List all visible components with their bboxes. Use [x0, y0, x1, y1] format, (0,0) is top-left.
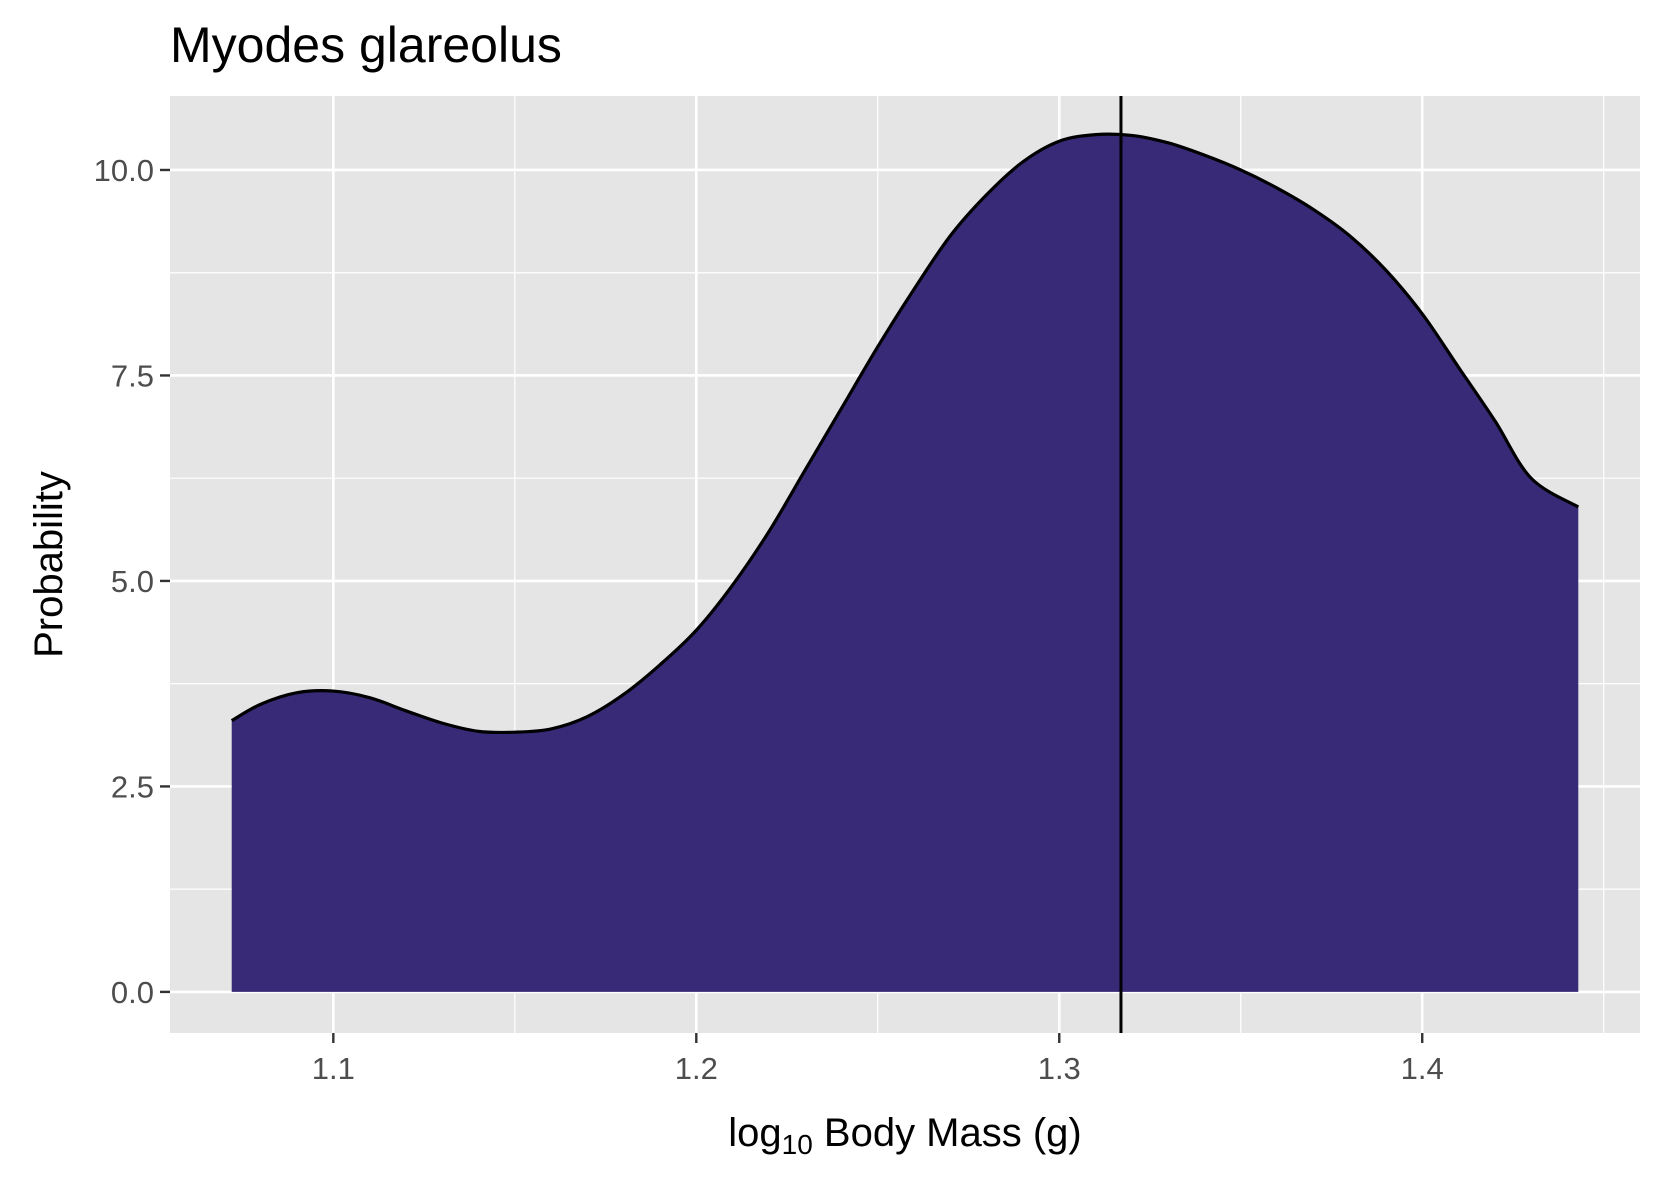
density-outline [230, 132, 1580, 735]
x-tick-label: 1.1 [312, 1051, 355, 1086]
y-tick-label: 0.0 [111, 975, 154, 1010]
y-tick-label: 5.0 [111, 564, 154, 599]
x-axis-title: log10 Body Mass (g) [728, 1111, 1082, 1160]
x-axis: 1.1 1.2 1.3 1.4 [312, 1033, 1444, 1086]
y-axis-title: Probability [27, 471, 71, 658]
y-axis: 0.0 2.5 5.0 7.5 10.0 [94, 153, 170, 1010]
chart-title: Myodes glareolus [170, 17, 562, 73]
x-tick-label: 1.2 [675, 1051, 718, 1086]
y-tick-label: 10.0 [94, 153, 154, 188]
x-axis-title-subscript: 10 [782, 1129, 813, 1160]
x-tick-label: 1.4 [1401, 1051, 1444, 1086]
y-tick-label: 7.5 [111, 358, 154, 393]
density-area [231, 134, 1579, 992]
x-tick-label: 1.3 [1038, 1051, 1081, 1086]
density-series [230, 132, 1580, 992]
x-axis-title-log: log [728, 1111, 781, 1155]
y-tick-label: 2.5 [111, 769, 154, 804]
x-axis-title-rest: Body Mass (g) [813, 1111, 1082, 1155]
